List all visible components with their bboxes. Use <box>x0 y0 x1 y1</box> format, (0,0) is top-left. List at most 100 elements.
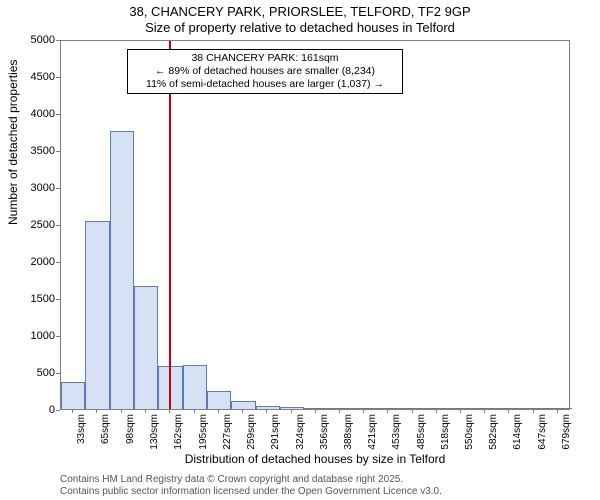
x-tick-mark <box>72 409 73 413</box>
y-tick-mark <box>56 299 60 300</box>
x-tick-mark <box>169 409 170 413</box>
x-tick-label: 259sqm <box>246 414 257 454</box>
x-tick-label: 324sqm <box>295 414 306 454</box>
histogram-bar <box>547 408 571 409</box>
y-tick-label: 3500 <box>15 145 55 157</box>
chart-title-address: 38, CHANCERY PARK, PRIORSLEE, TELFORD, T… <box>0 4 600 20</box>
x-tick-mark <box>96 409 97 413</box>
histogram-bar <box>377 408 401 409</box>
histogram-bar <box>280 407 304 409</box>
y-tick-mark <box>56 151 60 152</box>
x-tick-mark <box>121 409 122 413</box>
y-axis-label: Number of detached properties <box>6 60 20 225</box>
x-tick-label: 388sqm <box>343 414 354 454</box>
x-tick-mark <box>218 409 219 413</box>
histogram-bar <box>256 406 280 409</box>
y-tick-mark <box>56 188 60 189</box>
x-tick-label: 679sqm <box>561 414 572 454</box>
x-tick-label: 485sqm <box>416 414 427 454</box>
y-tick-label: 1000 <box>15 330 55 342</box>
histogram-bar <box>61 382 85 409</box>
x-tick-label: 647sqm <box>537 414 548 454</box>
y-tick-mark <box>56 262 60 263</box>
x-tick-mark <box>339 409 340 413</box>
x-tick-mark <box>533 409 534 413</box>
annotation-box: 38 CHANCERY PARK: 161sqm ← 89% of detach… <box>127 49 403 94</box>
x-tick-mark <box>387 409 388 413</box>
histogram-bar <box>231 401 255 409</box>
attribution-footer: Contains HM Land Registry data © Crown c… <box>60 474 442 498</box>
histogram-bar <box>523 408 547 409</box>
x-tick-label: 98sqm <box>125 414 136 454</box>
histogram-bar <box>426 408 450 409</box>
x-tick-mark <box>412 409 413 413</box>
x-tick-label: 356sqm <box>319 414 330 454</box>
y-tick-mark <box>56 77 60 78</box>
histogram-bar <box>304 408 328 409</box>
histogram-bar <box>207 391 231 410</box>
x-tick-label: 614sqm <box>512 414 523 454</box>
x-tick-mark <box>194 409 195 413</box>
x-tick-mark <box>557 409 558 413</box>
x-tick-label: 65sqm <box>100 414 111 454</box>
x-tick-mark <box>508 409 509 413</box>
histogram-bar <box>353 408 377 409</box>
y-tick-label: 2000 <box>15 256 55 268</box>
plot-region: 38 CHANCERY PARK: 161sqm ← 89% of detach… <box>60 40 570 410</box>
y-tick-label: 500 <box>15 367 55 379</box>
chart-title-block: 38, CHANCERY PARK, PRIORSLEE, TELFORD, T… <box>0 0 600 35</box>
y-tick-label: 4500 <box>15 71 55 83</box>
chart-container: 38, CHANCERY PARK, PRIORSLEE, TELFORD, T… <box>0 0 600 500</box>
annotation-property-size: 38 CHANCERY PARK: 161sqm <box>134 52 396 65</box>
footer-line2: Contains public sector information licen… <box>60 486 442 498</box>
y-tick-label: 2500 <box>15 219 55 231</box>
histogram-bar <box>450 408 474 409</box>
histogram-bar <box>328 408 352 409</box>
x-tick-mark <box>266 409 267 413</box>
histogram-bar <box>134 286 158 409</box>
x-tick-mark <box>363 409 364 413</box>
x-tick-mark <box>291 409 292 413</box>
x-axis-label: Distribution of detached houses by size … <box>60 452 570 466</box>
histogram-bar <box>499 408 523 409</box>
y-tick-mark <box>56 114 60 115</box>
property-marker-line <box>169 41 171 409</box>
footer-line1: Contains HM Land Registry data © Crown c… <box>60 474 442 486</box>
x-tick-label: 130sqm <box>149 414 160 454</box>
x-tick-label: 582sqm <box>488 414 499 454</box>
y-tick-label: 0 <box>15 404 55 416</box>
y-tick-mark <box>56 410 60 411</box>
x-tick-label: 227sqm <box>222 414 233 454</box>
y-tick-mark <box>56 336 60 337</box>
y-tick-mark <box>56 40 60 41</box>
y-tick-mark <box>56 225 60 226</box>
histogram-bar <box>474 408 498 409</box>
histogram-bar <box>85 221 109 409</box>
y-tick-label: 4000 <box>15 108 55 120</box>
y-tick-label: 1500 <box>15 293 55 305</box>
y-tick-label: 5000 <box>15 34 55 46</box>
x-tick-label: 33sqm <box>76 414 87 454</box>
x-tick-mark <box>484 409 485 413</box>
histogram-bar <box>183 365 207 409</box>
x-tick-mark <box>242 409 243 413</box>
x-tick-label: 550sqm <box>464 414 475 454</box>
x-tick-label: 291sqm <box>270 414 281 454</box>
y-tick-label: 3000 <box>15 182 55 194</box>
histogram-bar <box>110 131 134 409</box>
chart-subtitle: Size of property relative to detached ho… <box>0 20 600 36</box>
x-tick-label: 518sqm <box>440 414 451 454</box>
histogram-bar <box>401 408 425 409</box>
x-tick-label: 421sqm <box>367 414 378 454</box>
chart-plot-area: 38 CHANCERY PARK: 161sqm ← 89% of detach… <box>60 40 570 410</box>
x-tick-mark <box>436 409 437 413</box>
x-tick-label: 162sqm <box>173 414 184 454</box>
x-tick-mark <box>460 409 461 413</box>
annotation-smaller-pct: ← 89% of detached houses are smaller (8,… <box>134 65 396 78</box>
x-tick-mark <box>315 409 316 413</box>
x-tick-label: 453sqm <box>391 414 402 454</box>
y-tick-mark <box>56 373 60 374</box>
x-tick-label: 195sqm <box>198 414 209 454</box>
x-tick-mark <box>145 409 146 413</box>
annotation-larger-pct: 11% of semi-detached houses are larger (… <box>134 78 396 91</box>
